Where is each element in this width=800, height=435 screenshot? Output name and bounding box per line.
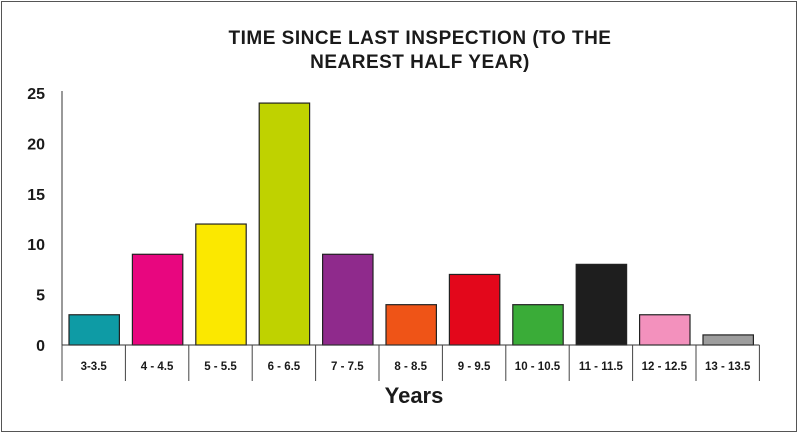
- y-tick-label: 10: [27, 237, 45, 254]
- x-tick-label: 10 - 10.5: [515, 361, 561, 373]
- x-tick-label: 3-3.5: [81, 361, 108, 373]
- bar-8: [512, 304, 564, 346]
- x-tick-label: 9 - 9.5: [458, 361, 491, 373]
- y-tick-label: 25: [27, 86, 45, 103]
- bar-7: [448, 273, 501, 346]
- chart-title-line-2: NEAREST HALF YEAR): [310, 52, 530, 73]
- y-tick-label: 20: [27, 136, 45, 153]
- x-tick-label: 13 - 13.5: [705, 361, 751, 373]
- y-tick-label: 0: [36, 338, 45, 355]
- y-tick-label: 15: [27, 187, 45, 204]
- bar-9: [575, 263, 628, 346]
- bar-2: [131, 253, 184, 346]
- bar-11: [702, 334, 755, 346]
- chart-title-line-1: TIME SINCE LAST INSPECTION (TO THE: [229, 28, 612, 49]
- bar-10: [638, 314, 691, 346]
- bar-1: [68, 314, 121, 346]
- x-tick-label: 7 - 7.5: [331, 361, 364, 373]
- x-tick-label: 5 - 5.5: [204, 361, 237, 373]
- x-tick-label: 6 - 6.5: [268, 361, 301, 373]
- x-axis: 3-3.5 4 - 4.5 5 - 5.5 6 - 6.5 7 - 7.5 8 - 8.5…: [61, 344, 760, 381]
- bar-4: [258, 102, 311, 346]
- x-tick-label: 12 - 12.5: [642, 361, 688, 373]
- y-axis: 0 5 10 15 20 25: [27, 86, 63, 355]
- bar-3: [195, 223, 247, 346]
- bar-5: [322, 253, 374, 346]
- x-tick-label: 8 - 8.5: [394, 361, 427, 373]
- x-axis-label: Years: [385, 383, 444, 408]
- y-tick-label: 5: [36, 288, 45, 305]
- bar-6: [385, 304, 438, 346]
- x-tick-label: 11 - 11.5: [579, 361, 624, 373]
- bars: [68, 102, 755, 346]
- x-tick-label: 4 - 4.5: [141, 361, 174, 373]
